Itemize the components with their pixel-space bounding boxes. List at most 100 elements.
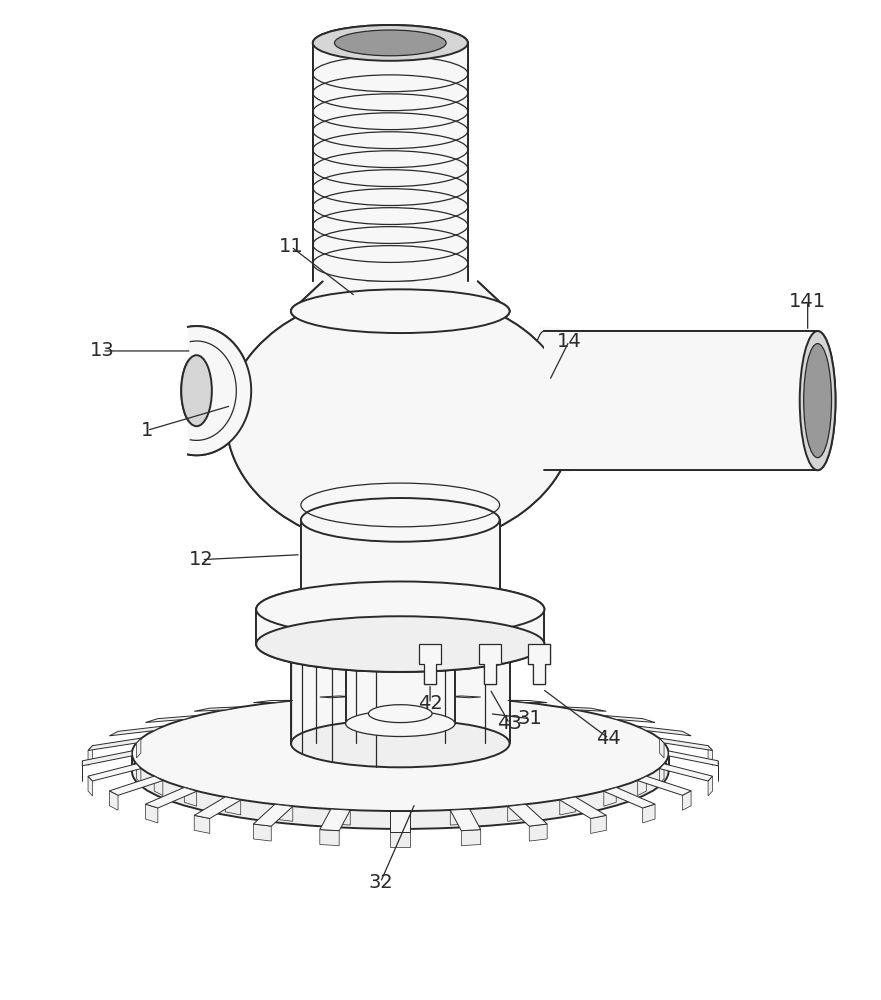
Polygon shape bbox=[132, 753, 669, 771]
Polygon shape bbox=[145, 716, 196, 723]
Polygon shape bbox=[450, 809, 470, 825]
Polygon shape bbox=[529, 644, 551, 684]
Polygon shape bbox=[88, 738, 141, 750]
Ellipse shape bbox=[345, 646, 455, 672]
Polygon shape bbox=[194, 797, 241, 818]
Ellipse shape bbox=[256, 616, 544, 672]
Ellipse shape bbox=[291, 289, 509, 333]
Polygon shape bbox=[390, 832, 411, 847]
Polygon shape bbox=[254, 824, 271, 841]
Polygon shape bbox=[450, 696, 481, 698]
Ellipse shape bbox=[301, 587, 500, 631]
Text: 12: 12 bbox=[189, 550, 214, 569]
Polygon shape bbox=[320, 696, 351, 698]
Ellipse shape bbox=[256, 581, 544, 637]
Polygon shape bbox=[544, 331, 818, 470]
Polygon shape bbox=[184, 787, 196, 806]
Polygon shape bbox=[559, 707, 606, 711]
Polygon shape bbox=[313, 43, 468, 281]
Polygon shape bbox=[82, 751, 132, 766]
Polygon shape bbox=[275, 804, 292, 821]
Ellipse shape bbox=[181, 355, 211, 426]
Ellipse shape bbox=[301, 587, 500, 631]
Polygon shape bbox=[109, 791, 118, 810]
Polygon shape bbox=[313, 43, 468, 281]
Ellipse shape bbox=[291, 289, 509, 333]
Polygon shape bbox=[331, 809, 351, 825]
Polygon shape bbox=[669, 751, 718, 766]
Polygon shape bbox=[226, 797, 241, 815]
Polygon shape bbox=[194, 707, 241, 711]
Polygon shape bbox=[145, 787, 196, 808]
Polygon shape bbox=[88, 746, 93, 765]
Polygon shape bbox=[301, 520, 500, 609]
Polygon shape bbox=[603, 787, 616, 806]
Polygon shape bbox=[559, 797, 575, 815]
Text: 141: 141 bbox=[789, 292, 826, 311]
Polygon shape bbox=[320, 809, 351, 831]
Polygon shape bbox=[462, 830, 481, 846]
Text: 43: 43 bbox=[497, 714, 522, 733]
Ellipse shape bbox=[226, 291, 574, 550]
Ellipse shape bbox=[345, 711, 455, 736]
Ellipse shape bbox=[803, 344, 832, 458]
Polygon shape bbox=[320, 830, 339, 846]
Ellipse shape bbox=[800, 331, 835, 470]
Ellipse shape bbox=[181, 355, 211, 426]
Polygon shape bbox=[539, 326, 584, 475]
Polygon shape bbox=[109, 776, 163, 795]
Polygon shape bbox=[638, 776, 691, 795]
Polygon shape bbox=[559, 797, 606, 818]
Text: 31: 31 bbox=[517, 709, 542, 728]
Polygon shape bbox=[88, 764, 141, 781]
Polygon shape bbox=[603, 716, 655, 723]
Polygon shape bbox=[660, 738, 713, 750]
Polygon shape bbox=[88, 776, 93, 796]
Polygon shape bbox=[256, 609, 544, 644]
Text: 14: 14 bbox=[557, 332, 581, 351]
Ellipse shape bbox=[256, 581, 544, 637]
Polygon shape bbox=[194, 815, 210, 833]
Text: 32: 32 bbox=[368, 873, 393, 892]
Polygon shape bbox=[638, 776, 647, 796]
Ellipse shape bbox=[291, 720, 509, 767]
Text: 42: 42 bbox=[418, 694, 442, 713]
Ellipse shape bbox=[226, 291, 574, 550]
Polygon shape bbox=[137, 764, 141, 784]
Ellipse shape bbox=[803, 344, 832, 458]
Polygon shape bbox=[419, 644, 441, 684]
Polygon shape bbox=[254, 804, 292, 826]
Ellipse shape bbox=[530, 331, 559, 470]
Polygon shape bbox=[478, 644, 500, 684]
Ellipse shape bbox=[132, 714, 669, 829]
Polygon shape bbox=[638, 726, 691, 736]
Ellipse shape bbox=[291, 620, 509, 668]
Ellipse shape bbox=[335, 30, 446, 56]
Polygon shape bbox=[478, 644, 500, 684]
Ellipse shape bbox=[335, 30, 446, 56]
Polygon shape bbox=[291, 281, 509, 311]
Polygon shape bbox=[603, 787, 655, 808]
Polygon shape bbox=[660, 764, 713, 781]
Ellipse shape bbox=[800, 331, 835, 470]
Polygon shape bbox=[291, 281, 509, 311]
Text: 1: 1 bbox=[141, 421, 153, 440]
Polygon shape bbox=[419, 644, 441, 684]
Polygon shape bbox=[660, 738, 664, 758]
Polygon shape bbox=[591, 815, 606, 833]
Polygon shape bbox=[683, 791, 691, 810]
Ellipse shape bbox=[368, 705, 432, 723]
Polygon shape bbox=[256, 609, 544, 644]
Polygon shape bbox=[154, 776, 163, 796]
Polygon shape bbox=[450, 809, 481, 831]
Polygon shape bbox=[188, 326, 251, 455]
Ellipse shape bbox=[313, 25, 468, 61]
Polygon shape bbox=[642, 804, 655, 823]
Polygon shape bbox=[254, 700, 292, 703]
Polygon shape bbox=[291, 644, 509, 743]
Text: 11: 11 bbox=[278, 237, 303, 256]
Polygon shape bbox=[137, 738, 141, 758]
Text: 13: 13 bbox=[90, 341, 115, 360]
Polygon shape bbox=[145, 804, 158, 823]
Polygon shape bbox=[529, 644, 551, 684]
